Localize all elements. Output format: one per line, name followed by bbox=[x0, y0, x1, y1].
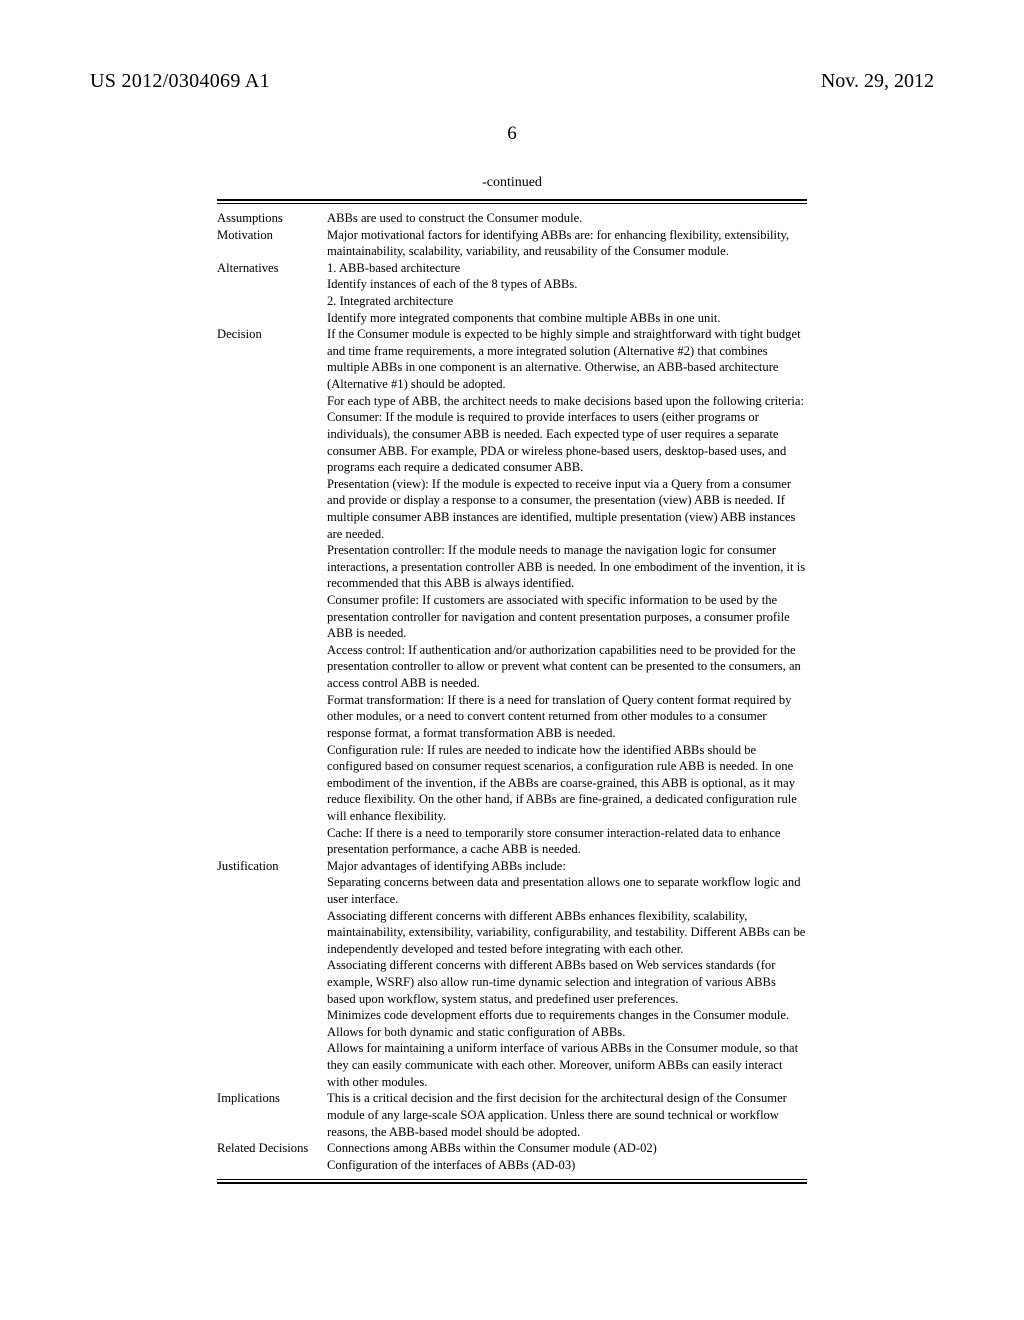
row-label: Related Decisions bbox=[217, 1140, 327, 1173]
row-label: Motivation bbox=[217, 227, 327, 260]
table-row: Implications This is a critical decision… bbox=[217, 1090, 807, 1140]
page-header: US 2012/0304069 A1 Nov. 29, 2012 bbox=[90, 70, 934, 93]
table-row: Justification Major advantages of identi… bbox=[217, 858, 807, 1091]
row-content: ABBs are used to construct the Consumer … bbox=[327, 210, 807, 227]
page-number: 6 bbox=[90, 123, 934, 145]
bottom-rule-thick bbox=[217, 1182, 807, 1184]
row-content: Major advantages of identifying ABBs inc… bbox=[327, 858, 807, 1091]
row-content: If the Consumer module is expected to be… bbox=[327, 326, 807, 858]
top-rule-thin bbox=[217, 203, 807, 204]
publication-date: Nov. 29, 2012 bbox=[821, 70, 934, 93]
row-content: 1. ABB-based architectureIdentify instan… bbox=[327, 260, 807, 326]
table-body: Assumptions ABBs are used to construct t… bbox=[217, 210, 807, 1173]
row-label: Assumptions bbox=[217, 210, 327, 227]
table-row: Decision If the Consumer module is expec… bbox=[217, 326, 807, 858]
table-row: Alternatives 1. ABB-based architectureId… bbox=[217, 260, 807, 326]
row-content: Connections among ABBs within the Consum… bbox=[327, 1140, 807, 1173]
row-label: Decision bbox=[217, 326, 327, 858]
table-row: Motivation Major motivational factors fo… bbox=[217, 227, 807, 260]
top-rule-thick bbox=[217, 199, 807, 201]
row-content: This is a critical decision and the firs… bbox=[327, 1090, 807, 1140]
row-label: Alternatives bbox=[217, 260, 327, 326]
publication-number: US 2012/0304069 A1 bbox=[90, 70, 270, 93]
bottom-rule-thin bbox=[217, 1179, 807, 1180]
bottom-rule bbox=[217, 1179, 807, 1184]
continued-label: -continued bbox=[217, 175, 807, 191]
table-container: -continued Assumptions ABBs are used to … bbox=[217, 175, 807, 1184]
table-row: Assumptions ABBs are used to construct t… bbox=[217, 210, 807, 227]
row-label: Justification bbox=[217, 858, 327, 1091]
data-table: Assumptions ABBs are used to construct t… bbox=[217, 210, 807, 1173]
table-row: Related Decisions Connections among ABBs… bbox=[217, 1140, 807, 1173]
row-label: Implications bbox=[217, 1090, 327, 1140]
row-content: Major motivational factors for identifyi… bbox=[327, 227, 807, 260]
